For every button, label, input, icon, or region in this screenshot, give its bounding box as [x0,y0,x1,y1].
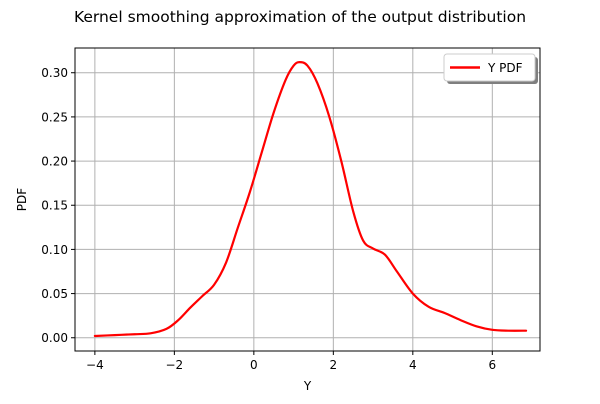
x-tick-label: 6 [488,358,496,372]
y-tick-label: 0.20 [41,155,68,169]
x-axis-label: Y [303,379,312,393]
y-tick-label: 0.05 [41,287,68,301]
tick-layer: −4 −2 0 2 4 6 0.00 0.05 0.10 0.15 0.20 0.25 0.30 [41,66,496,372]
y-tick-label: 0.00 [41,331,68,345]
y-axis-label: PDF [15,188,29,211]
chart-title: Kernel smoothing approximation of the ou… [74,8,526,26]
y-tick-label: 0.25 [41,110,68,124]
x-tick-label: 4 [409,358,417,372]
y-tick-label: 0.15 [41,199,68,213]
x-tick-label: −2 [166,358,184,372]
x-tick-label: −4 [86,358,104,372]
series-layer [93,61,528,338]
series-line-y-pdf [93,61,528,338]
y-tick-label: 0.10 [41,243,68,257]
plot-frame [74,47,541,352]
grid-layer [75,48,540,351]
x-tick-label: 0 [250,358,258,372]
y-tick-label: 0.30 [41,66,68,80]
legend: Y PDF [443,53,538,84]
legend-label-y-pdf: Y PDF [487,61,523,75]
legend-box [443,53,536,82]
x-tick-label: 2 [330,358,338,372]
